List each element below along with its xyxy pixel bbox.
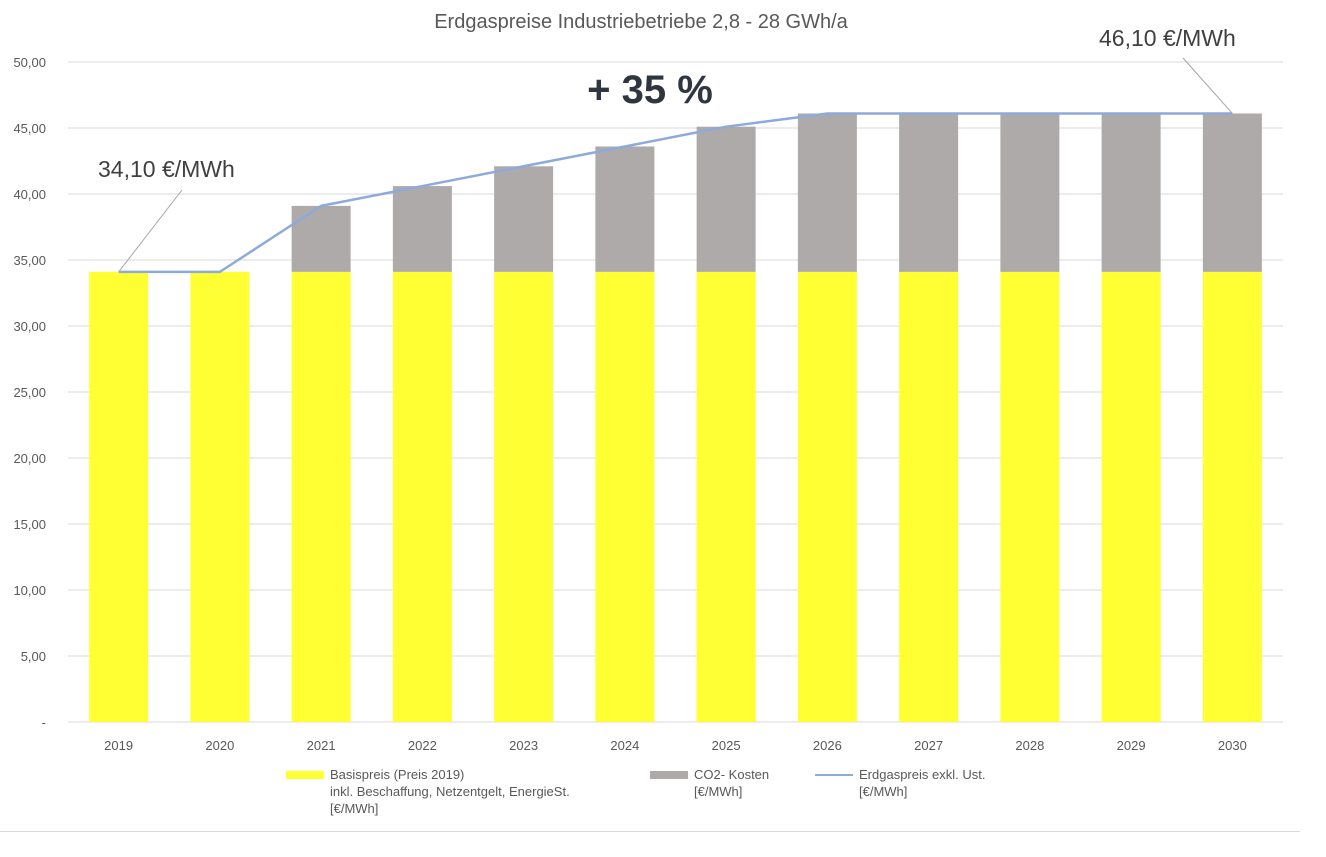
legend-label-co2-kosten: CO2- Kosten [€/MWh] (694, 767, 770, 799)
bar-basispreis (89, 271, 149, 722)
annotation-increase: + 35 % (587, 68, 713, 112)
legend-item-basispreis: Basispreis (Preis 2019) inkl. Beschaffun… (286, 766, 570, 817)
y-tick-label: 20,00 (13, 451, 46, 466)
y-tick-label: 40,00 (13, 187, 46, 202)
annotation-end-price: 46,10 €/MWh (1099, 25, 1236, 51)
line-series (118, 112, 1233, 274)
y-tick-label: 35,00 (13, 253, 46, 268)
x-tick-label: 2020 (205, 738, 234, 753)
bar-basispreis (1000, 271, 1060, 722)
y-tick-label: 50,00 (13, 55, 46, 70)
y-tick-label: 45,00 (13, 121, 46, 136)
x-tick-label: 2030 (1218, 738, 1247, 753)
annotations: 34,10 €/MWh 46,10 €/MWh + 35 % (98, 25, 1236, 273)
x-tick-label: 2028 (1015, 738, 1044, 753)
y-tick-label: - (42, 715, 46, 730)
legend-label-basispreis: Basispreis (Preis 2019) inkl. Beschaffun… (330, 767, 570, 816)
bar-basispreis (595, 271, 655, 722)
bar-basispreis (696, 271, 756, 722)
bar-basispreis (899, 271, 959, 722)
chart-title: Erdgaspreise Industriebetriebe 2,8 - 28 … (434, 11, 848, 33)
bar-co2-kosten (392, 186, 452, 272)
x-tick-label: 2029 (1117, 738, 1146, 753)
bar-co2-kosten (1101, 113, 1161, 272)
x-axis-tick-labels: 2019 2020 2021 2022 2023 2024 2025 2026 2027 2028… (104, 738, 1247, 753)
x-tick-label: 2024 (610, 738, 639, 753)
bar-co2-kosten (1202, 113, 1262, 272)
bar-co2-kosten (797, 113, 857, 272)
bar-basispreis (190, 271, 250, 722)
annotation-start-price: 34,10 €/MWh (98, 156, 235, 182)
legend-swatch-co2-kosten (650, 771, 688, 779)
y-tick-label: 30,00 (13, 319, 46, 334)
bar-co2-kosten (1000, 113, 1060, 272)
bar-basispreis (392, 271, 452, 722)
legend-swatch-erdgaspreis (815, 774, 853, 776)
x-tick-label: 2025 (712, 738, 741, 753)
x-tick-label: 2023 (509, 738, 538, 753)
y-tick-label: 10,00 (13, 583, 46, 598)
bar-basispreis (1202, 271, 1262, 722)
bar-basispreis (1101, 271, 1161, 722)
x-tick-label: 2021 (307, 738, 336, 753)
bar-basispreis (797, 271, 857, 722)
y-axis-tick-labels: - 5,00 10,00 15,00 20,00 25,00 30,00 35,00 40,00… (13, 55, 46, 730)
bottom-divider (0, 831, 1300, 832)
y-tick-label: 15,00 (13, 517, 46, 532)
x-tick-label: 2022 (408, 738, 437, 753)
x-tick-label: 2026 (813, 738, 842, 753)
bars (89, 113, 1262, 722)
annotation-leader (118, 189, 183, 273)
legend-item-erdgaspreis: Erdgaspreis exkl. Ust. [€/MWh] (815, 766, 985, 800)
bar-co2-kosten (595, 146, 655, 272)
bar-co2-kosten (696, 126, 756, 272)
y-tick-label: 5,00 (21, 649, 46, 664)
legend-item-co2-kosten: CO2- Kosten [€/MWh] (650, 766, 769, 800)
legend-label-erdgaspreis: Erdgaspreis exkl. Ust. [€/MWh] (859, 767, 986, 799)
x-tick-label: 2027 (914, 738, 943, 753)
line-erdgaspreis (118, 112, 1233, 274)
grid-layer (68, 61, 1283, 723)
bar-co2-kosten (494, 166, 554, 272)
legend-swatch-basispreis (286, 771, 324, 779)
x-tick-label: 2019 (104, 738, 133, 753)
bar-co2-kosten (899, 113, 959, 272)
y-tick-label: 25,00 (13, 385, 46, 400)
bar-basispreis (291, 271, 351, 722)
annotation-leader (1182, 57, 1233, 114)
bar-basispreis (494, 271, 554, 722)
bar-co2-kosten (291, 205, 351, 272)
